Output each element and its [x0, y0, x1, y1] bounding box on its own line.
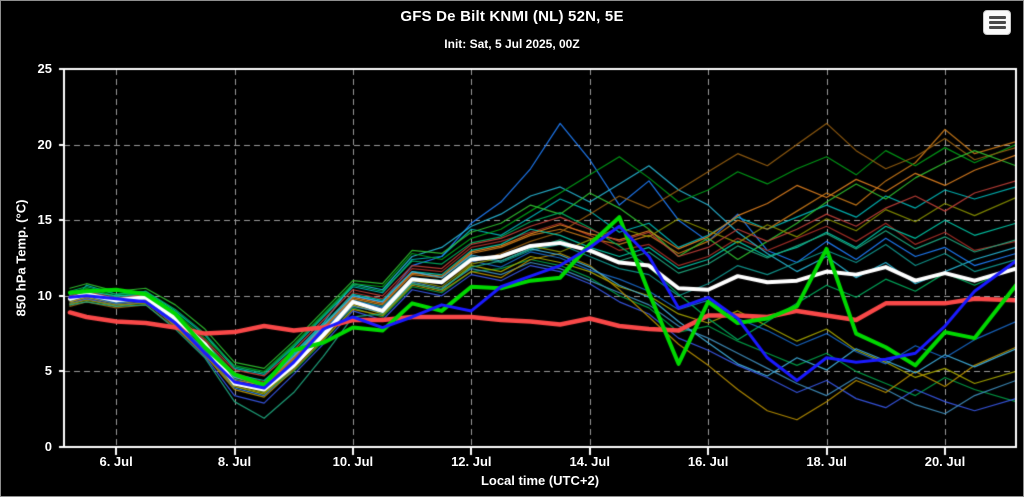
chart-title: GFS De Bilt KNMI (NL) 52N, 5E — [400, 8, 624, 25]
y-axis-title: 850 hPa Temp. (°C) — [13, 199, 29, 317]
chart-subtitle: Init: Sat, 5 Jul 2025, 00Z — [444, 37, 580, 51]
hamburger-menu-button[interactable] — [983, 10, 1011, 35]
x-axis-title: Local time (UTC+2) — [480, 473, 600, 488]
